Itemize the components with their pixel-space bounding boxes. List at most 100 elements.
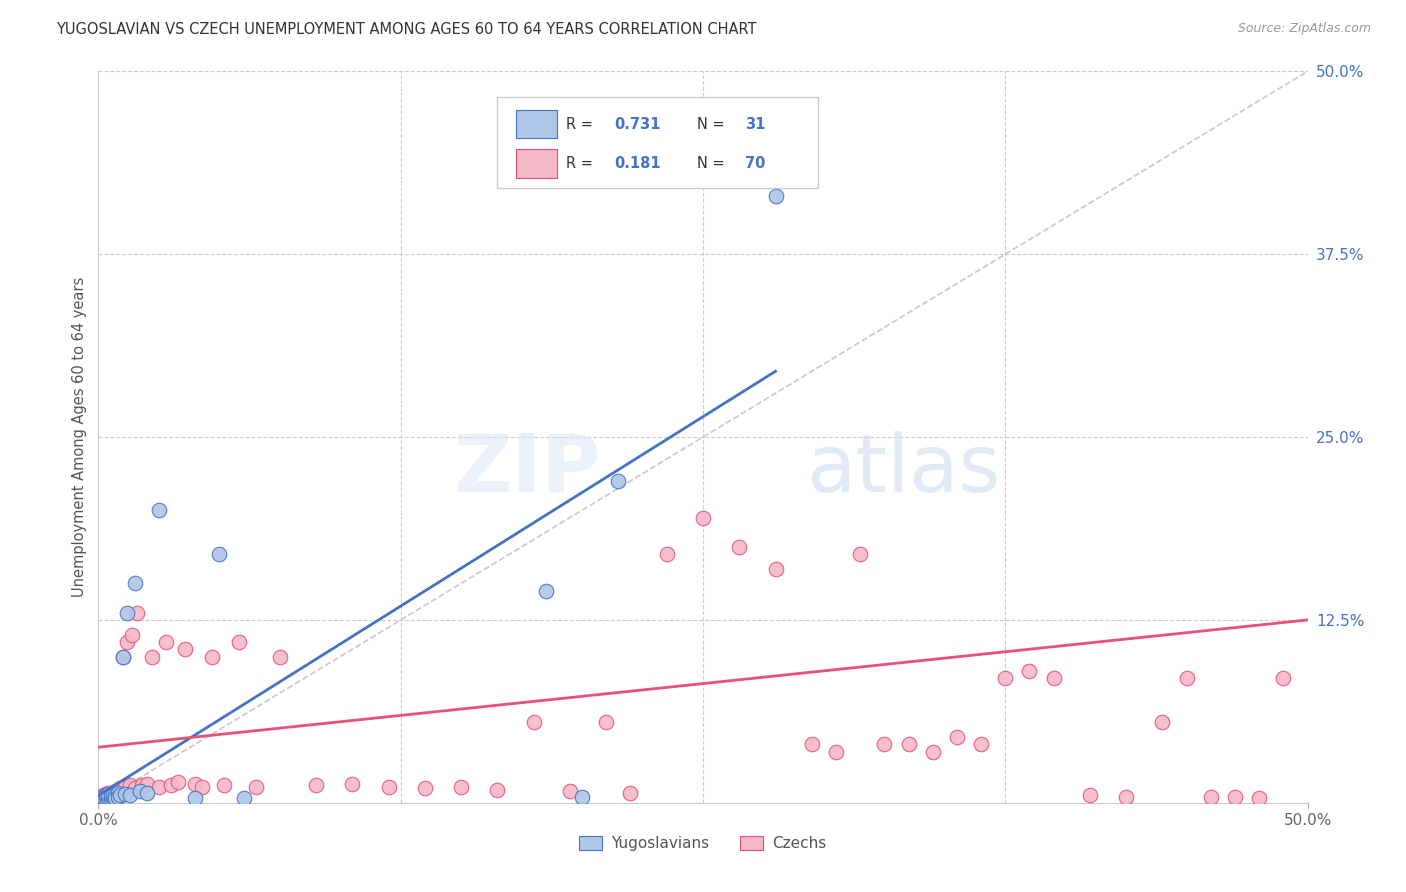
Point bbox=[94, 787, 117, 801]
Point bbox=[849, 547, 872, 561]
Point bbox=[728, 540, 751, 554]
Point bbox=[97, 789, 120, 803]
Point bbox=[107, 786, 129, 800]
Point bbox=[101, 787, 124, 801]
Point bbox=[1078, 789, 1101, 803]
Point bbox=[450, 780, 472, 794]
Point bbox=[117, 635, 139, 649]
Point bbox=[108, 781, 131, 796]
Text: 0.731: 0.731 bbox=[614, 117, 661, 132]
Point bbox=[97, 786, 120, 800]
Point bbox=[377, 780, 399, 794]
Point bbox=[184, 791, 207, 805]
Point bbox=[104, 789, 127, 803]
Point bbox=[101, 789, 124, 804]
Point bbox=[101, 787, 124, 801]
Point bbox=[534, 583, 557, 598]
Point bbox=[232, 791, 254, 805]
Point bbox=[90, 793, 112, 807]
Point bbox=[111, 649, 134, 664]
Text: 70: 70 bbox=[745, 156, 766, 171]
Point bbox=[124, 576, 146, 591]
Point bbox=[90, 791, 112, 805]
Point bbox=[897, 737, 920, 751]
Text: 0.181: 0.181 bbox=[614, 156, 661, 171]
Point bbox=[595, 715, 617, 730]
Text: N =: N = bbox=[697, 117, 730, 132]
Point bbox=[100, 789, 122, 803]
Point bbox=[765, 562, 787, 576]
Point bbox=[167, 775, 190, 789]
Text: atlas: atlas bbox=[806, 431, 1000, 509]
Point bbox=[94, 789, 117, 804]
Legend: Yugoslavians, Czechs: Yugoslavians, Czechs bbox=[574, 830, 832, 857]
Point bbox=[800, 737, 823, 751]
Point bbox=[571, 789, 593, 804]
Point bbox=[655, 547, 678, 561]
Point bbox=[1175, 672, 1198, 686]
Point bbox=[107, 789, 129, 804]
Point bbox=[413, 781, 436, 796]
Point bbox=[104, 789, 127, 803]
Point bbox=[212, 778, 235, 792]
Point bbox=[91, 791, 114, 805]
FancyBboxPatch shape bbox=[516, 110, 557, 138]
Text: 31: 31 bbox=[745, 117, 766, 132]
Point bbox=[108, 789, 131, 803]
Text: R =: R = bbox=[567, 117, 598, 132]
Point bbox=[148, 503, 170, 517]
Point bbox=[127, 606, 149, 620]
Point bbox=[1199, 789, 1222, 804]
Point bbox=[94, 791, 117, 805]
FancyBboxPatch shape bbox=[516, 150, 557, 178]
Point bbox=[305, 778, 328, 792]
Point bbox=[269, 649, 291, 664]
Point bbox=[91, 789, 114, 803]
Point bbox=[1018, 664, 1040, 678]
Point bbox=[1152, 715, 1174, 730]
Point bbox=[825, 745, 848, 759]
Point bbox=[1249, 791, 1271, 805]
Point bbox=[523, 715, 546, 730]
Point bbox=[91, 789, 114, 804]
Point bbox=[692, 510, 714, 524]
Point bbox=[124, 781, 146, 796]
Point bbox=[1042, 672, 1064, 686]
Point bbox=[607, 474, 630, 488]
Point bbox=[104, 784, 127, 798]
Point bbox=[107, 786, 129, 800]
Point bbox=[91, 789, 114, 804]
Point bbox=[97, 787, 120, 801]
Point bbox=[111, 649, 134, 664]
Point bbox=[873, 737, 896, 751]
Point bbox=[155, 635, 177, 649]
Point bbox=[558, 784, 581, 798]
Point bbox=[921, 745, 943, 759]
Text: R =: R = bbox=[567, 156, 598, 171]
Point bbox=[174, 642, 197, 657]
FancyBboxPatch shape bbox=[498, 97, 818, 188]
Point bbox=[121, 627, 143, 641]
Point bbox=[101, 786, 124, 800]
Point bbox=[100, 791, 122, 805]
Point bbox=[114, 787, 136, 801]
Point bbox=[135, 777, 157, 791]
Point bbox=[104, 791, 127, 805]
Point bbox=[191, 780, 214, 794]
Point bbox=[765, 188, 787, 202]
Point bbox=[184, 777, 207, 791]
Point bbox=[131, 778, 153, 792]
Point bbox=[114, 780, 136, 794]
Point bbox=[118, 789, 141, 803]
Point bbox=[1223, 789, 1246, 804]
Point bbox=[208, 547, 231, 561]
Point bbox=[1115, 789, 1137, 804]
Point bbox=[141, 649, 163, 664]
Point bbox=[94, 789, 117, 803]
Text: ZIP: ZIP bbox=[453, 431, 600, 509]
Y-axis label: Unemployment Among Ages 60 to 64 years: Unemployment Among Ages 60 to 64 years bbox=[72, 277, 87, 598]
Point bbox=[100, 789, 122, 804]
Point bbox=[970, 737, 993, 751]
Point bbox=[118, 778, 141, 792]
Point bbox=[619, 786, 641, 800]
